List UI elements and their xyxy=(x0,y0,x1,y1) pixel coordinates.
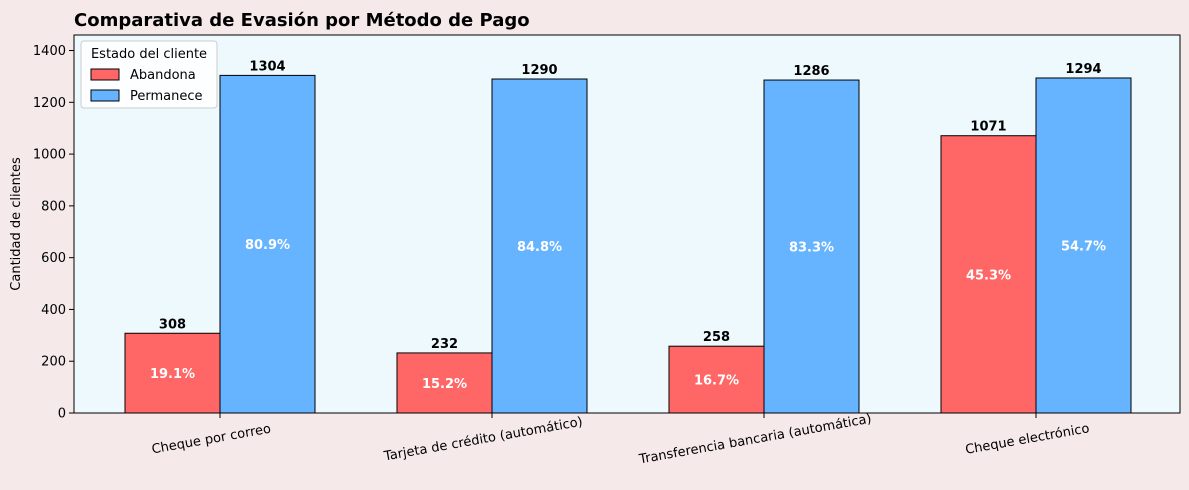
legend-swatch-permanece xyxy=(90,89,120,102)
bar-value-label: 1071 xyxy=(970,120,1006,135)
bar-percent-label: 54.7% xyxy=(1061,239,1106,254)
bar-value-label: 258 xyxy=(703,330,730,345)
bar-permanece-3 xyxy=(1035,77,1132,414)
x-tick-label: Cheque electrónico xyxy=(964,421,1090,458)
plot-frame xyxy=(73,34,1181,414)
legend-swatch-abandona xyxy=(90,68,120,81)
y-tick-label: 200 xyxy=(41,355,66,370)
bar-permanece-1 xyxy=(491,78,588,414)
y-axis-ticks: 0 200 400 600 800 1000 1200 1400 xyxy=(33,44,74,422)
chart-title: Comparativa de Evasión por Método de Pag… xyxy=(74,10,530,31)
x-axis-ticks: Cheque por correo Tarjeta de crédito (aut… xyxy=(151,412,1091,468)
bar-percent-label: 45.3% xyxy=(966,268,1011,283)
legend-title: Estado del cliente xyxy=(91,47,207,62)
bar-permanece-2 xyxy=(763,79,860,414)
y-tick-label: 1400 xyxy=(33,44,66,59)
x-tick-label: Tarjeta de crédito (automático) xyxy=(382,415,584,465)
bar-percent-label: 80.9% xyxy=(245,238,290,253)
legend-label-abandona: Abandona xyxy=(130,68,196,83)
x-tick-label: Transferencia bancaria (automática) xyxy=(637,412,873,468)
bar-abandona-3 xyxy=(940,135,1037,414)
y-tick-label: 800 xyxy=(41,199,66,214)
bar-value-label: 1286 xyxy=(793,64,829,79)
x-tick-label: Cheque por correo xyxy=(151,422,273,458)
y-axis-label: Cantidad de clientes xyxy=(9,157,24,291)
y-tick-label: 1200 xyxy=(33,96,66,111)
bar-value-label: 308 xyxy=(159,317,186,332)
bar-percent-label: 19.1% xyxy=(150,367,195,382)
bar-percent-label: 84.8% xyxy=(517,240,562,255)
y-tick-label: 0 xyxy=(58,407,66,422)
bar-percent-label: 15.2% xyxy=(422,377,467,392)
bar-value-label: 1294 xyxy=(1065,62,1101,77)
y-tick-label: 1000 xyxy=(33,148,66,163)
bar-percent-label: 16.7% xyxy=(694,374,739,389)
y-tick-label: 400 xyxy=(41,303,66,318)
bar-value-label: 1290 xyxy=(521,63,557,78)
legend-label-permanece: Permanece xyxy=(130,89,203,104)
legend: Estado del cliente Abandona Permanece xyxy=(80,40,218,109)
bar-percent-label: 83.3% xyxy=(789,241,834,256)
bar-value-label: 1304 xyxy=(249,59,285,74)
y-tick-label: 600 xyxy=(41,251,66,266)
bar-value-label: 232 xyxy=(431,337,458,352)
bar-abandona-0 xyxy=(124,332,221,414)
